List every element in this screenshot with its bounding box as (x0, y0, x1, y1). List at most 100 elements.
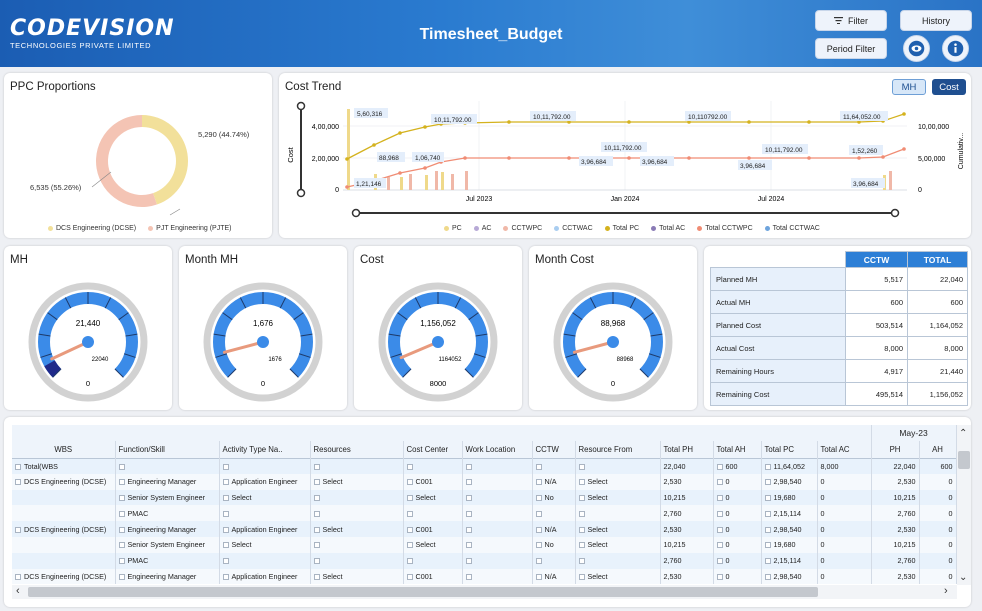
scroll-right-icon[interactable]: › (944, 585, 948, 597)
legend-item[interactable]: Total CCTWAC (764, 225, 820, 232)
legend-item[interactable]: Total AC (651, 225, 685, 232)
total-cctwpc-point[interactable] (902, 147, 906, 151)
x-range-slider-handle-left[interactable] (351, 208, 361, 218)
toggle-mh-button[interactable]: MH (892, 79, 926, 95)
total-pc-point[interactable] (372, 143, 376, 147)
total-cctwpc-point[interactable] (687, 156, 691, 160)
cell-checkbox[interactable] (578, 510, 585, 517)
table-row[interactable]: DCS Engineering (DCSE) Engineering Manage… (12, 473, 957, 490)
cell-checkbox[interactable] (535, 542, 542, 549)
column-header[interactable]: CCTW (532, 441, 576, 458)
cell-checkbox[interactable] (313, 510, 320, 517)
cell-checkbox[interactable] (118, 463, 125, 470)
row-expand-checkbox[interactable] (15, 463, 21, 470)
cell-checkbox[interactable] (578, 495, 585, 502)
cell-checkbox[interactable] (535, 495, 542, 502)
cell-checkbox[interactable] (716, 510, 723, 517)
cell-checkbox[interactable] (313, 526, 320, 533)
row-expand-checkbox[interactable] (15, 574, 21, 581)
toggle-cost-button[interactable]: Cost (932, 79, 966, 95)
total-pc-point[interactable] (345, 157, 349, 161)
column-header[interactable]: Work Location (462, 441, 533, 458)
total-pc-point[interactable] (902, 112, 906, 116)
column-header[interactable]: Total PH (660, 441, 714, 458)
table-row[interactable]: DCS Engineering (DCSE) Engineering Manage… (12, 568, 957, 585)
cell-checkbox[interactable] (716, 463, 723, 470)
cell-checkbox[interactable] (764, 558, 771, 565)
total-cctwpc-point[interactable] (463, 156, 467, 160)
x-range-slider-handle-right[interactable] (890, 208, 900, 218)
total-pc-point[interactable] (507, 120, 511, 124)
cell-checkbox[interactable] (222, 526, 229, 533)
donut-slice[interactable] (96, 115, 157, 207)
total-pc-point[interactable] (687, 120, 691, 124)
cell-checkbox[interactable] (764, 510, 771, 517)
cell-checkbox[interactable] (578, 479, 585, 486)
cell-checkbox[interactable] (313, 574, 320, 581)
donut-slice[interactable] (142, 115, 189, 205)
legend-item[interactable]: Total PC (604, 225, 639, 232)
cell-checkbox[interactable] (313, 463, 320, 470)
filter-button[interactable]: Filter (815, 10, 887, 31)
total-cctwpc-point[interactable] (857, 156, 861, 160)
info-button[interactable] (942, 35, 969, 62)
column-header[interactable]: AH (919, 441, 957, 458)
cell-checkbox[interactable] (716, 574, 723, 581)
cell-checkbox[interactable] (716, 526, 723, 533)
cell-checkbox[interactable] (465, 463, 472, 470)
cell-checkbox[interactable] (535, 558, 542, 565)
total-cctwpc-point[interactable] (398, 171, 402, 175)
cell-checkbox[interactable] (406, 510, 413, 517)
cell-checkbox[interactable] (118, 558, 125, 565)
history-button[interactable]: History (900, 10, 972, 31)
cell-checkbox[interactable] (313, 479, 320, 486)
cell-checkbox[interactable] (465, 479, 472, 486)
cell-checkbox[interactable] (764, 526, 771, 533)
cell-checkbox[interactable] (578, 463, 585, 470)
period-filter-button[interactable]: Period Filter (815, 38, 887, 59)
cell-checkbox[interactable] (406, 479, 413, 486)
horizontal-scrollbar[interactable]: ‹ › (12, 585, 957, 599)
column-header[interactable]: Activity Type Na.. (219, 441, 311, 458)
cell-checkbox[interactable] (578, 574, 585, 581)
view-eye-button[interactable] (903, 35, 930, 62)
column-header[interactable]: Cost Center (403, 441, 463, 458)
cell-checkbox[interactable] (465, 495, 472, 502)
cell-checkbox[interactable] (716, 558, 723, 565)
cell-checkbox[interactable] (222, 542, 229, 549)
cell-checkbox[interactable] (406, 463, 413, 470)
cell-checkbox[interactable] (578, 526, 585, 533)
legend-item[interactable]: AC (473, 225, 491, 232)
total-pc-point[interactable] (627, 120, 631, 124)
cell-checkbox[interactable] (406, 526, 413, 533)
cell-checkbox[interactable] (465, 526, 472, 533)
cell-checkbox[interactable] (465, 542, 472, 549)
legend-item[interactable]: CCTWAC (554, 225, 593, 232)
scroll-down-icon[interactable]: ⌄ (959, 572, 968, 583)
cell-checkbox[interactable] (118, 526, 125, 533)
cell-checkbox[interactable] (465, 558, 472, 565)
cell-checkbox[interactable] (764, 495, 771, 502)
total-cctwpc-point[interactable] (627, 156, 631, 160)
legend-item[interactable]: Total CCTWPC (697, 225, 753, 232)
table-row[interactable]: Total(WBS 22,040 600 11,64,052 8,000 22,040 60… (12, 458, 957, 474)
horizontal-scroll-thumb[interactable] (28, 587, 818, 597)
scroll-left-icon[interactable]: ‹ (16, 585, 20, 597)
total-cctwpc-point[interactable] (507, 156, 511, 160)
column-header[interactable]: Total AH (713, 441, 762, 458)
cell-checkbox[interactable] (118, 479, 125, 486)
row-expand-checkbox[interactable] (15, 479, 21, 486)
cell-checkbox[interactable] (406, 495, 413, 502)
cell-checkbox[interactable] (535, 510, 542, 517)
legend-item[interactable]: PC (444, 225, 462, 232)
cell-checkbox[interactable] (535, 526, 542, 533)
total-pc-point[interactable] (807, 120, 811, 124)
total-cctwpc-point[interactable] (345, 185, 349, 189)
total-pc-point[interactable] (747, 120, 751, 124)
total-pc-point[interactable] (857, 120, 861, 124)
cell-checkbox[interactable] (764, 542, 771, 549)
vertical-scrollbar[interactable]: ⌃ ⌄ (957, 425, 971, 585)
cell-checkbox[interactable] (764, 463, 771, 470)
cell-checkbox[interactable] (716, 495, 723, 502)
total-cctwpc-point[interactable] (423, 166, 427, 170)
